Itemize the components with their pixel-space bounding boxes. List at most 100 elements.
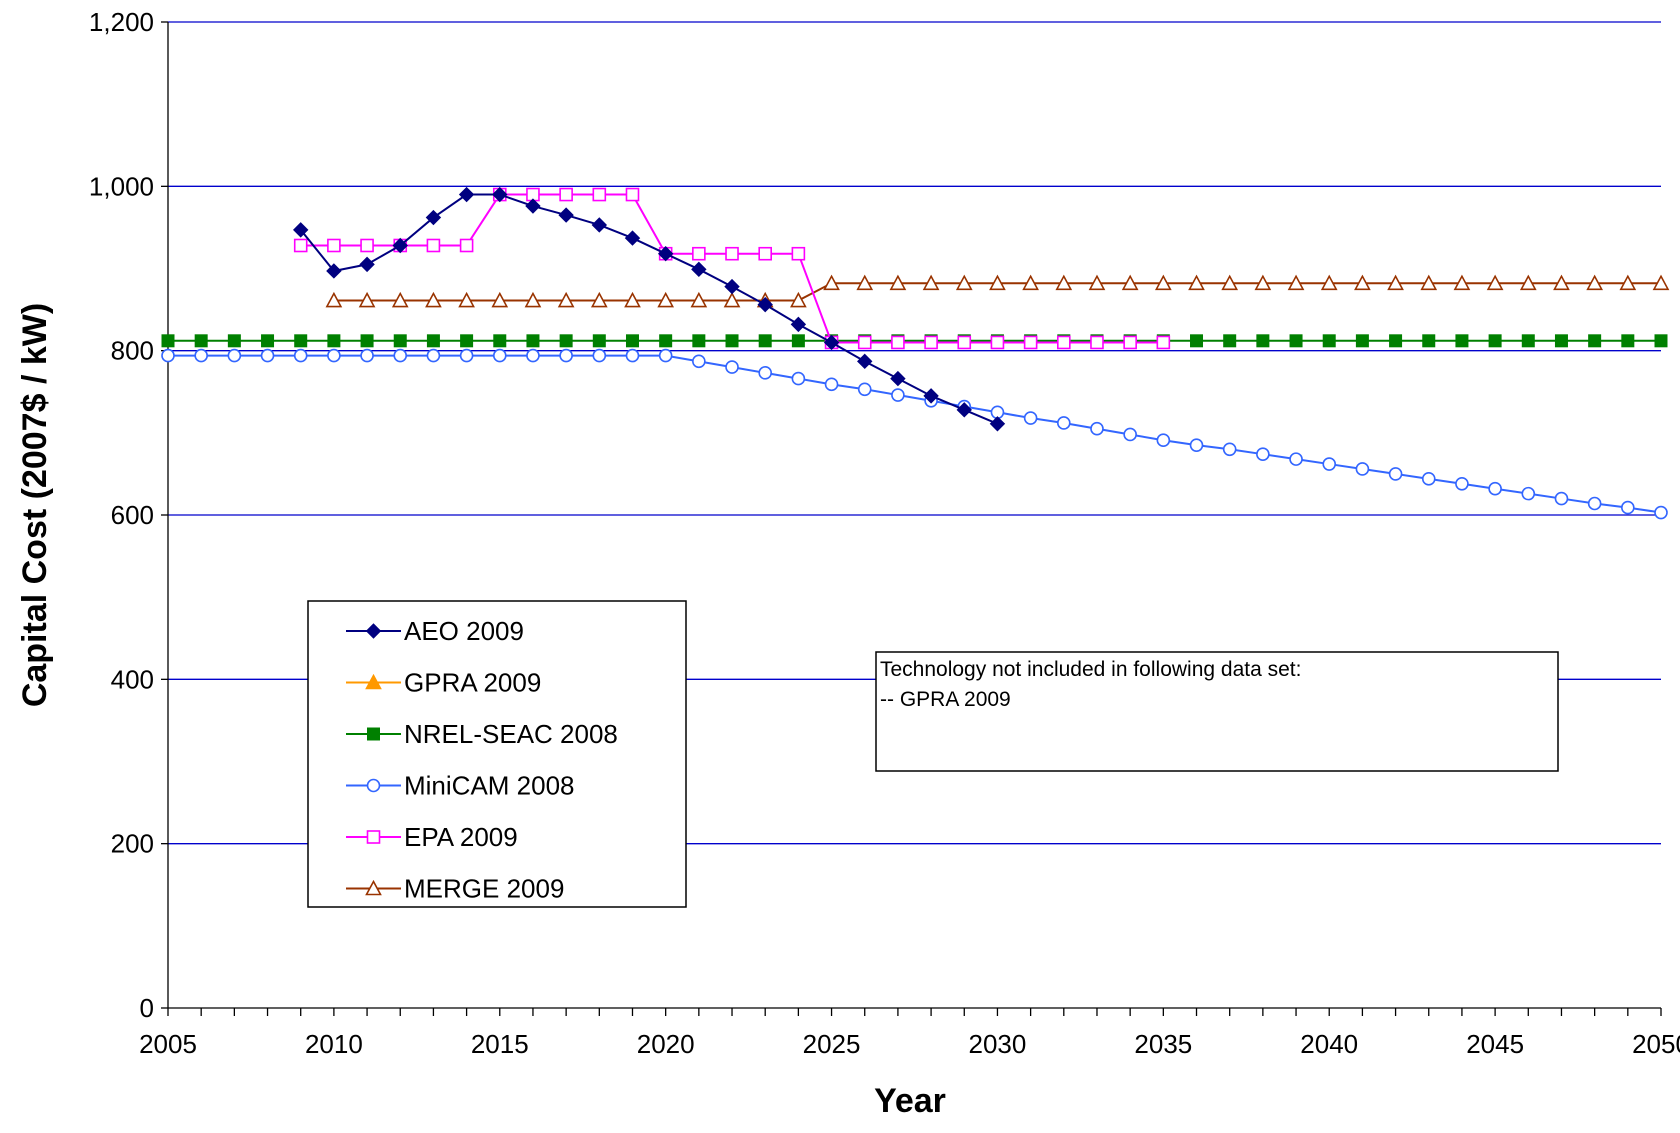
data-point-merge-2009 [922,274,940,291]
data-point-minicam-2008 [1090,421,1104,436]
data-point-epa-2009 [758,246,773,261]
data-point-minicam-2008 [1355,462,1370,476]
data-point-nrel-seac-2008 [559,334,573,348]
legend-item-nrel-seac-2008: NREL-SEAC 2008 [346,719,618,749]
x-tick-label: 2045 [1466,1029,1524,1059]
data-point-nrel-seac-2008 [360,334,374,348]
data-point-epa-2009 [293,238,308,253]
data-point-merge-2009 [1320,274,1338,291]
data-point-aeo-2009 [724,278,740,295]
data-point-minicam-2008 [692,354,706,369]
legend-marker-nrel-seac-2008 [367,727,380,741]
legend-marker-aeo-2009 [365,623,382,639]
data-point-merge-2009 [1221,274,1239,291]
data-point-minicam-2008 [1521,486,1536,501]
data-point-epa-2009 [327,238,341,253]
data-point-nrel-seac-2008 [758,334,772,348]
data-point-nrel-seac-2008 [1289,334,1303,348]
data-point-merge-2009 [1453,274,1471,291]
data-point-epa-2009 [360,238,374,253]
data-point-merge-2009 [1553,274,1570,291]
data-point-nrel-seac-2008 [1223,334,1237,348]
data-point-aeo-2009 [293,222,309,238]
data-point-minicam-2008 [824,377,839,392]
legend-label-epa-2009: EPA 2009 [404,822,518,852]
data-point-aeo-2009 [989,416,1006,432]
data-point-nrel-seac-2008 [460,334,474,348]
data-point-minicam-2008 [1587,496,1602,511]
data-point-merge-2009 [1387,274,1404,291]
data-point-epa-2009 [891,335,905,350]
data-point-merge-2009 [1022,274,1039,291]
data-point-merge-2009 [1354,274,1371,291]
note-box-frame [875,651,1559,772]
legend-items: AEO 2009 GPRA 2009 NREL-SEAC 2008 MiniCAM 2… [346,616,618,904]
data-point-epa-2009 [1023,335,1038,350]
data-point-minicam-2008 [1621,500,1635,515]
data-point-merge-2009 [358,291,376,308]
note-box: Technology not included in following dat… [875,651,1559,772]
data-point-epa-2009 [924,335,938,350]
data-point-aeo-2009 [956,402,972,418]
data-point-aeo-2009 [857,353,873,370]
data-point-merge-2009 [1088,274,1106,291]
data-point-nrel-seac-2008 [393,334,407,348]
series-epa-2009 [293,187,1171,350]
data-point-aeo-2009 [326,263,342,279]
data-point-minicam-2008 [260,348,275,363]
y-tick-label: 400 [111,664,154,694]
data-point-merge-2009 [1188,274,1205,291]
data-point-nrel-seac-2008 [426,334,440,348]
data-point-epa-2009 [426,238,441,253]
y-tick-label: 1,000 [89,171,154,201]
legend-marker-epa-2009 [366,830,381,844]
data-point-nrel-seac-2008 [592,334,606,348]
data-point-minicam-2008 [1123,427,1137,442]
data-point-nrel-seac-2008 [725,334,739,348]
data-point-aeo-2009 [757,296,773,313]
data-point-epa-2009 [1090,335,1104,350]
y-tick-label: 1,200 [89,7,154,37]
data-point-aeo-2009 [923,388,939,404]
data-point-aeo-2009 [890,370,906,387]
note-line-1: Technology not included in following dat… [880,658,1301,681]
data-point-merge-2009 [723,291,741,308]
legend-item-aeo-2009: AEO 2009 [346,616,524,646]
data-point-minicam-2008 [426,348,441,363]
data-point-epa-2009 [625,187,640,202]
data-point-merge-2009 [1055,274,1073,291]
legend-item-minicam-2008: MiniCAM 2008 [346,771,575,801]
data-point-merge-2009 [590,291,608,308]
data-point-aeo-2009 [558,207,574,223]
x-tick-label: 2050 [1632,1029,1680,1059]
legend-marker-minicam-2008 [366,778,381,793]
data-point-merge-2009 [524,291,542,308]
data-point-minicam-2008 [526,348,540,363]
series-minicam-2008 [161,348,1668,520]
data-point-merge-2009 [889,274,907,291]
data-point-minicam-2008 [1554,491,1569,506]
data-point-merge-2009 [458,291,475,308]
legend-marker-gpra-2009 [365,673,382,690]
data-point-epa-2009 [990,335,1005,350]
data-point-nrel-seac-2008 [526,334,540,348]
data-point-epa-2009 [559,187,573,202]
note-line-2: -- GPRA 2009 [880,688,1011,711]
data-point-nrel-seac-2008 [1588,334,1602,348]
data-point-aeo-2009 [624,230,641,246]
data-point-merge-2009 [790,291,807,308]
data-point-minicam-2008 [592,348,607,363]
data-point-minicam-2008 [1654,505,1668,520]
data-point-nrel-seac-2008 [1422,334,1436,348]
data-point-minicam-2008 [194,348,208,363]
x-axis-title: Year [874,1082,946,1120]
data-point-nrel-seac-2008 [1654,334,1668,348]
series-layer [161,186,1670,520]
data-point-minicam-2008 [1488,481,1502,496]
data-point-minicam-2008 [625,348,640,363]
data-point-merge-2009 [491,291,509,308]
data-point-nrel-seac-2008 [327,334,341,348]
data-point-minicam-2008 [1421,472,1436,486]
y-tick-label: 800 [111,336,154,366]
data-point-minicam-2008 [1222,442,1237,457]
